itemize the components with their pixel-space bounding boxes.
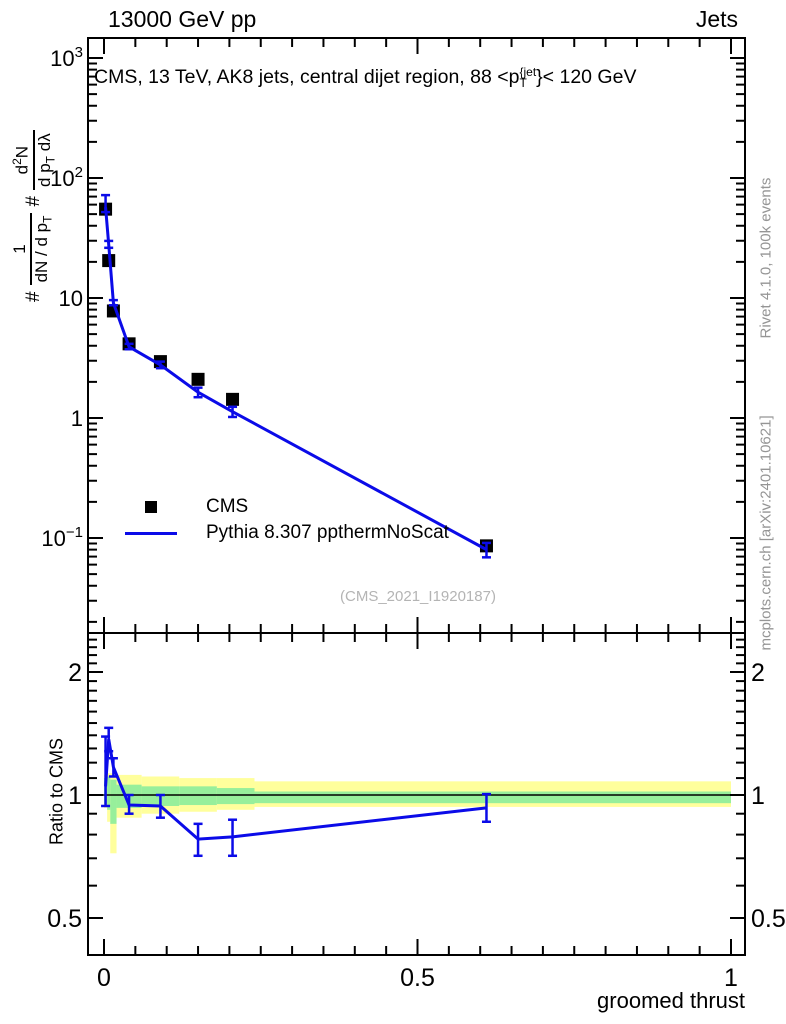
x-axis-title: groomed thrust	[597, 988, 745, 1013]
main-y-tick-label: 102	[50, 164, 83, 191]
x-tick-label: 0	[97, 964, 111, 992]
ratio-y-tick-label-right: 1	[751, 782, 765, 810]
main-y-tick-label: 10−1	[41, 524, 83, 551]
beam-energy-label: 13000 GeV pp	[108, 6, 257, 32]
ratio-y-tick-label-left: 0.5	[47, 905, 82, 933]
legend-marker-cell	[120, 531, 182, 535]
x-tick-label: 1	[724, 964, 738, 992]
ratio-y-tick-label-right: 0.5	[751, 905, 786, 933]
main-y-tick-label: 1	[71, 406, 83, 431]
cms-square-marker-icon	[145, 501, 157, 513]
legend: CMS Pythia 8.307 ppthermNoScat	[120, 494, 449, 546]
main-y-axis-title: # 1 dN / d pT # d2N d pT dλ	[0, 30, 69, 302]
data-uncertainty-band-green	[216, 788, 255, 805]
data-uncertainty-band-green	[254, 791, 732, 804]
plot-title: CMS, 13 TeV, AK8 jets, central dijet reg…	[94, 64, 637, 90]
x-tick-label: 0.5	[400, 964, 435, 992]
legend-label-cms: CMS	[206, 496, 249, 517]
pythia-line-marker-icon	[125, 531, 177, 535]
analysis-id-watermark: (CMS_2021_I1920187)	[340, 588, 496, 605]
ratio-y-axis-title: Ratio to CMS	[46, 737, 67, 846]
ratio-y-tick-label-left: 1	[68, 782, 82, 810]
legend-label-pythia: Pythia 8.307 ppthermNoScat	[206, 522, 449, 543]
ratio-y-tick-label-left: 2	[68, 659, 82, 687]
main-y-tick-label: 103	[50, 44, 83, 71]
legend-marker-cell	[120, 501, 182, 513]
cms-data-point	[191, 372, 205, 386]
data-uncertainty-band-green	[110, 779, 117, 824]
legend-item-pythia: Pythia 8.307 ppthermNoScat	[120, 520, 449, 546]
cms-data-point	[226, 392, 240, 406]
mcplots-reference-note: mcplots.cern.ch [arXiv:2401.10621]	[757, 415, 775, 651]
pythia-line	[104, 207, 488, 551]
analysis-group-label: Jets	[695, 6, 738, 32]
legend-item-cms: CMS	[120, 494, 449, 520]
ratio-line	[104, 738, 487, 841]
main-y-tick-label: 10	[59, 286, 83, 311]
generator-version-note: Rivet 4.1.0, 100k events	[757, 177, 775, 339]
ratio-y-tick-label-right: 2	[751, 659, 765, 687]
data-uncertainty-band-green	[107, 776, 111, 810]
